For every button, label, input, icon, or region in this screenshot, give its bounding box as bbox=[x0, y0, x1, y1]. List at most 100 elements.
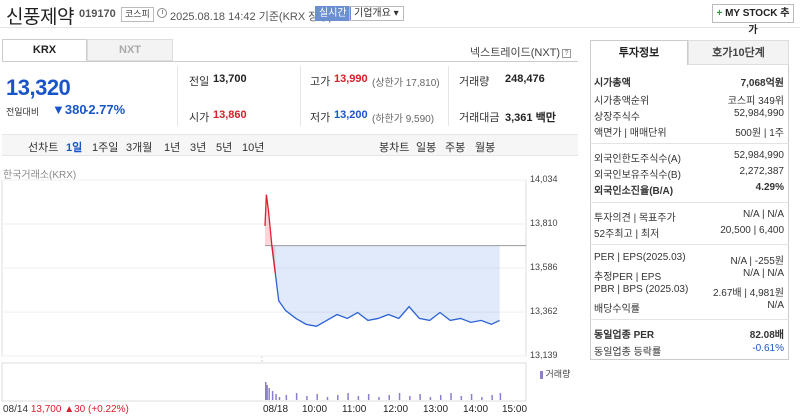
tab-3month[interactable]: 3개월 bbox=[126, 142, 153, 154]
info-key: PBR | BPS (2025.03) bbox=[594, 284, 689, 295]
chart-grid bbox=[2, 179, 526, 357]
tab-nxt[interactable]: NXT bbox=[87, 39, 173, 61]
info-value: 52,984,990 bbox=[733, 108, 784, 119]
info-key: 52주최고 | 최저 bbox=[594, 229, 660, 240]
divider bbox=[448, 66, 449, 126]
prev-price: 13,700 bbox=[30, 404, 62, 415]
volume-bar bbox=[367, 394, 370, 400]
help-icon[interactable]: ? bbox=[562, 48, 572, 58]
info-value: N/A | N/A bbox=[743, 209, 784, 220]
tab-1year[interactable]: 1년 bbox=[164, 142, 181, 154]
volume-bar bbox=[429, 397, 432, 400]
info-value: 2,272,387 bbox=[739, 166, 785, 177]
panel-divider bbox=[590, 202, 789, 203]
tab-candle-chart[interactable]: 봉차트 bbox=[379, 142, 410, 154]
panel-divider bbox=[590, 244, 789, 245]
info-value: 7,068억원 bbox=[740, 78, 784, 89]
open-label: 시가 bbox=[189, 112, 210, 124]
volume-bar bbox=[398, 393, 401, 400]
price-line-up bbox=[264, 194, 276, 274]
change-label: 전일대비 bbox=[6, 107, 40, 117]
company-info-button[interactable]: 기업개요 ▾ bbox=[349, 6, 404, 21]
tab-line-chart[interactable]: 선차트 bbox=[28, 142, 59, 154]
divider bbox=[300, 66, 301, 126]
volume-bar bbox=[499, 393, 502, 400]
volume-frame bbox=[1, 362, 527, 402]
volume-bar bbox=[491, 395, 493, 400]
info-value: -0.61% bbox=[752, 343, 784, 354]
amount-number: 3,361 bbox=[505, 112, 533, 124]
info-row: 시가총액 7,068억원 bbox=[594, 74, 784, 89]
tab-krx[interactable]: KRX bbox=[2, 39, 87, 61]
volume-value: 248,476 bbox=[505, 73, 545, 85]
divider bbox=[177, 66, 178, 126]
volume-bar bbox=[326, 397, 329, 400]
nextrade-text: 넥스트레이드(NXT) bbox=[470, 47, 561, 59]
volume-bar bbox=[439, 395, 442, 400]
info-value: 82.08배 bbox=[749, 330, 784, 341]
info-row: PER | EPS(2025.03) N/A | -255원 bbox=[594, 252, 784, 267]
high-label: 고가 bbox=[310, 76, 331, 88]
invest-info-panel bbox=[590, 65, 789, 360]
volume-bar bbox=[388, 395, 390, 400]
datetime: 2025.08.18 14:42 기준(KRX 장중) bbox=[170, 11, 333, 23]
tab-order-book[interactable]: 호가10단계 bbox=[688, 40, 789, 65]
y-tick-label: 14,034 bbox=[530, 174, 558, 184]
tab-5year[interactable]: 5년 bbox=[216, 142, 233, 154]
tab-daily-candle[interactable]: 일봉 bbox=[416, 142, 437, 154]
volume-bar bbox=[278, 397, 281, 400]
info-value: 52,984,990 bbox=[733, 150, 784, 161]
info-row: 동일업종 등락률 -0.61% bbox=[594, 343, 784, 358]
x-tick-label: 08/18 bbox=[263, 404, 289, 415]
info-key: 배당수익률 bbox=[594, 304, 640, 315]
nextrade-label: 넥스트레이드(NXT)? bbox=[470, 44, 572, 60]
tab-1day[interactable]: 1일 bbox=[66, 142, 83, 154]
change-amount: 380 bbox=[64, 102, 87, 117]
down-area bbox=[271, 245, 500, 327]
tab-monthly-candle[interactable]: 월봉 bbox=[475, 142, 496, 154]
volume-bar bbox=[347, 393, 349, 400]
tab-10year[interactable]: 10년 bbox=[242, 142, 265, 154]
amount-unit: 백만 bbox=[535, 112, 556, 124]
volume-bar bbox=[266, 385, 268, 400]
stock-code: 019170 bbox=[79, 8, 116, 20]
info-key: PER | EPS(2025.03) bbox=[594, 252, 686, 263]
volume-bar bbox=[306, 396, 308, 400]
chart-source: 한국거래소(KRX) bbox=[3, 170, 77, 181]
info-key: 동일업종 PER bbox=[594, 330, 655, 341]
info-key: 시가총액 bbox=[594, 78, 631, 89]
info-row: PBR | BPS (2025.03) 2.67배 | 4,981원 bbox=[594, 284, 784, 299]
info-row: 추정PER | EPS N/A | N/A bbox=[594, 268, 784, 283]
info-key: 추정PER | EPS bbox=[594, 272, 662, 283]
x-tick-label: 10:00 bbox=[302, 404, 328, 415]
x-tick-label: 11:00 bbox=[342, 404, 367, 415]
volume-bar bbox=[271, 391, 274, 400]
info-value: 2.67배 | 4,981원 bbox=[712, 288, 784, 299]
tab-divider bbox=[2, 61, 578, 62]
y-tick-label: 13,362 bbox=[530, 306, 558, 317]
price-chart[interactable] bbox=[0, 178, 580, 404]
tab-invest-info[interactable]: 투자정보 bbox=[590, 40, 688, 65]
tab-weekly-candle[interactable]: 주봉 bbox=[445, 142, 466, 154]
volume-bar bbox=[481, 397, 483, 400]
panel-divider bbox=[590, 319, 789, 320]
volume-bar bbox=[265, 382, 267, 400]
prev-close-label: 전일 bbox=[189, 76, 210, 88]
volume-label: 거래량 bbox=[459, 76, 490, 88]
volume-bar bbox=[409, 396, 411, 400]
x-tick-label: 14:00 bbox=[463, 404, 489, 415]
info-key: 투자의견 | 목표주가 bbox=[594, 213, 676, 224]
period-bar: 선차트 1일 1주일 3개월 1년 3년 5년 10년 봉차트 일봉 주봉 월봉 bbox=[2, 134, 578, 156]
add-mystock-button[interactable]: + MY STOCK 추가 bbox=[712, 4, 794, 36]
market-badge: 코스피 bbox=[121, 7, 154, 22]
volume-legend-label: 거래량 bbox=[545, 369, 571, 379]
add-mystock-label: MY STOCK 추가 bbox=[722, 8, 790, 36]
upper-limit: (상한가 17,810) bbox=[372, 78, 440, 89]
tab-1week[interactable]: 1주일 bbox=[92, 142, 119, 154]
price-line bbox=[271, 245, 500, 327]
volume-bar bbox=[357, 396, 360, 400]
info-row: 외국인보유주식수(B) 2,272,387 bbox=[594, 166, 785, 181]
tab-3year[interactable]: 3년 bbox=[190, 142, 207, 154]
low-value: 13,200 bbox=[334, 109, 368, 121]
y-tick-label: 13,810 bbox=[530, 218, 558, 229]
